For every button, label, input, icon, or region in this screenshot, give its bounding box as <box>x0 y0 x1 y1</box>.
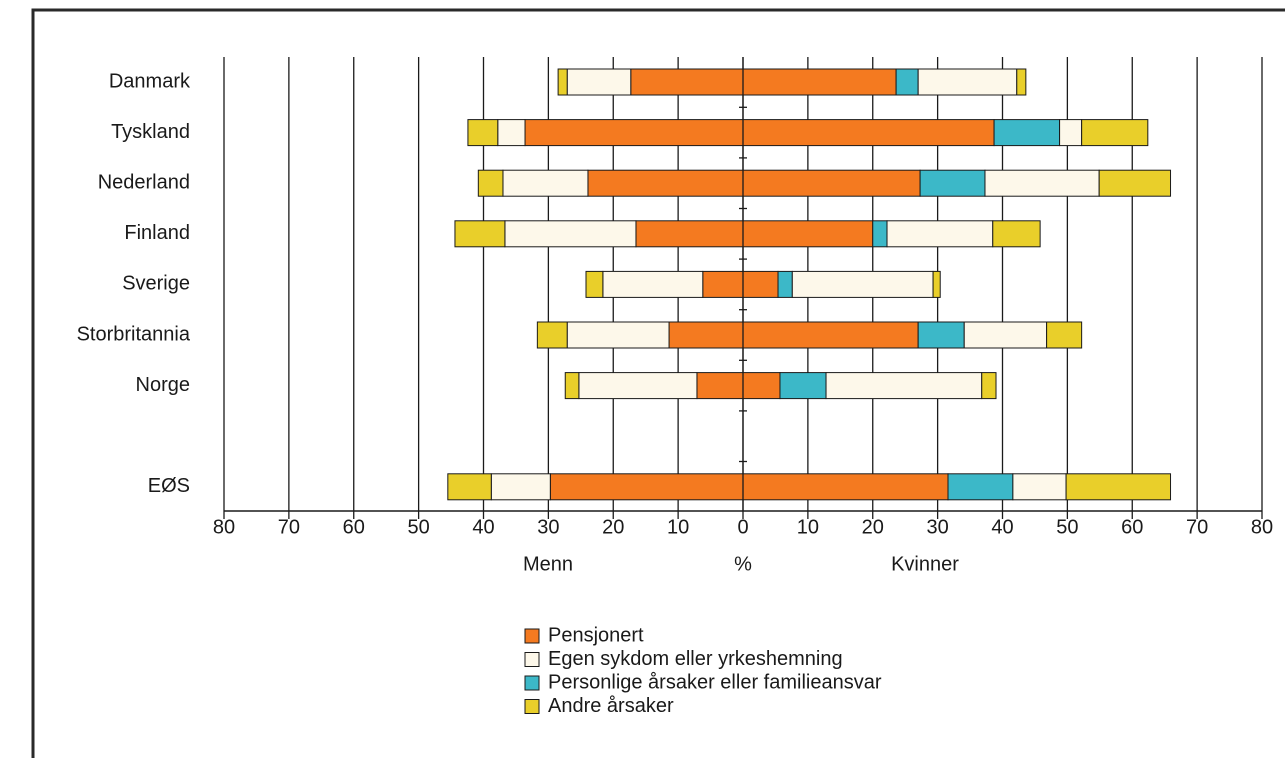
right-axis-label: Kvinner <box>891 553 959 575</box>
legend-label: Pensjonert <box>548 624 644 646</box>
x-tick-label: 70 <box>278 516 300 538</box>
frame <box>31 8 1285 758</box>
x-tick-label: 50 <box>408 516 430 538</box>
bar-segment <box>668 321 744 349</box>
bar-segment <box>630 68 744 96</box>
bar-segment <box>602 270 704 298</box>
y-tick-label: EØS <box>148 475 190 497</box>
x-tick-label: 70 <box>1186 516 1208 538</box>
bar-segment <box>742 270 779 298</box>
y-tick-label: Storbritannia <box>77 323 191 345</box>
x-tick-label: 10 <box>797 516 819 538</box>
bar-segment <box>635 220 744 248</box>
bar-segment <box>578 372 698 400</box>
bar-segment <box>477 169 504 197</box>
x-tick-label: 60 <box>343 516 365 538</box>
x-tick-label: 0 <box>737 516 748 538</box>
y-tick-label: Nederland <box>98 171 190 193</box>
legend-swatch <box>524 652 540 667</box>
bar-segment <box>504 220 637 248</box>
bar-segment <box>917 321 965 349</box>
bar-segment <box>1081 119 1149 147</box>
x-tick-label: 20 <box>602 516 624 538</box>
bar-segment <box>917 68 1018 96</box>
y-tick-label: Norge <box>136 374 190 396</box>
bar-segment <box>1098 169 1172 197</box>
bar-segment <box>777 270 793 298</box>
bar-segment <box>524 119 744 147</box>
bar-segment <box>702 270 744 298</box>
bar-segment <box>1065 473 1172 501</box>
bar-segment <box>1016 68 1027 96</box>
legend-label: Personlige årsaker eller familieansvar <box>548 671 882 693</box>
bar-segment <box>886 220 994 248</box>
bar-segment <box>454 220 506 248</box>
x-tick-label: 40 <box>991 516 1013 538</box>
x-tick-label: 80 <box>1251 516 1273 538</box>
bar-segment <box>536 321 568 349</box>
y-tick-label: Danmark <box>109 70 191 92</box>
legend-swatch <box>524 628 540 644</box>
left-axis-label: Menn <box>523 553 573 575</box>
bar-segment <box>742 220 874 248</box>
x-tick-label: 60 <box>1121 516 1143 538</box>
bar-segment <box>742 473 949 501</box>
bar-segment <box>742 372 781 400</box>
bar-segment <box>981 372 997 400</box>
bar-segment <box>696 372 744 400</box>
bar-segment <box>742 119 995 147</box>
bar-segment <box>984 169 1100 197</box>
x-tick-label: 50 <box>1056 516 1078 538</box>
legend-swatch <box>524 699 540 714</box>
bar-segment <box>549 473 744 501</box>
bar-segment <box>1012 473 1067 501</box>
bar-segment <box>932 270 941 298</box>
y-tick-label: Sverige <box>122 273 190 295</box>
bar-segment <box>1059 119 1083 147</box>
bar-segment <box>825 372 983 400</box>
center-axis-label: % <box>734 553 752 575</box>
bar-segment <box>1046 321 1083 349</box>
bar-segment <box>779 372 827 400</box>
bar-segment <box>742 169 921 197</box>
bar-segment <box>566 321 670 349</box>
bar-segment <box>564 372 580 400</box>
bar-segment <box>497 119 526 147</box>
x-tick-label: 10 <box>667 516 689 538</box>
bar-segment <box>467 119 499 147</box>
bar-segment <box>587 169 744 197</box>
x-tick-label: 80 <box>213 516 235 538</box>
x-tick-label: 20 <box>862 516 884 538</box>
bar-segment <box>993 119 1061 147</box>
bar-segment <box>992 220 1041 248</box>
bar-segment <box>447 473 492 501</box>
x-tick-label: 40 <box>472 516 494 538</box>
bar-segment <box>502 169 589 197</box>
bar-segment <box>566 68 632 96</box>
bar-segment <box>963 321 1048 349</box>
bar-segment <box>557 68 568 96</box>
legend-label: Andre årsaker <box>548 695 674 717</box>
x-tick-label: 30 <box>927 516 949 538</box>
bar-segment <box>791 270 934 298</box>
legend-swatch <box>524 675 540 691</box>
bar-segment <box>490 473 551 501</box>
bar-segment <box>872 220 888 248</box>
bar-segment <box>919 169 986 197</box>
bar-segment <box>585 270 604 298</box>
y-tick-label: Finland <box>124 222 190 244</box>
y-tick-label: Tyskland <box>111 121 190 143</box>
bar-segment <box>742 321 919 349</box>
bar-segment <box>895 68 919 96</box>
legend-label: Egen sykdom eller yrkeshemning <box>548 648 843 670</box>
bar-segment <box>947 473 1014 501</box>
bar-segment <box>742 68 897 96</box>
x-tick-label: 30 <box>537 516 559 538</box>
